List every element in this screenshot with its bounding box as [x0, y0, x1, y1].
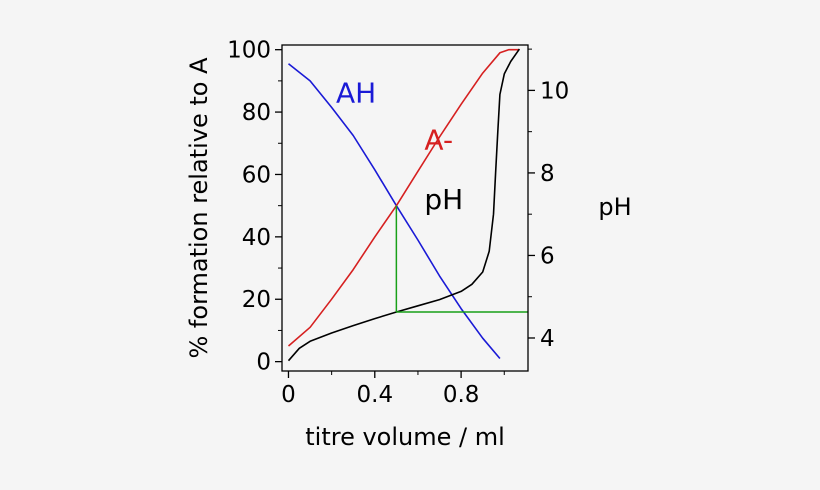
x-tick-label: 0 [281, 382, 296, 408]
x-tick-label: 0.8 [443, 382, 480, 408]
series-line-ph [287, 48, 521, 362]
left-y-tick-label: 60 [242, 162, 271, 188]
left-y-tick-label: 20 [242, 287, 271, 313]
right-y-tick-label: 10 [540, 78, 569, 104]
left-y-tick-label: 0 [256, 350, 271, 376]
series-annotation-ph: pH [424, 183, 463, 216]
series-line-a- [287, 48, 520, 347]
series-annotation-ah: AH [336, 77, 376, 110]
right-y-tick-label: 8 [540, 161, 555, 187]
left-y-tick-label: 40 [242, 225, 271, 251]
left-y-tick-label: 100 [227, 38, 271, 64]
plot-frame [281, 44, 529, 372]
right-y-axis-label: pH [598, 193, 631, 221]
right-y-tick-label: 6 [540, 243, 555, 269]
left-y-axis-label: % formation relative to A [185, 57, 213, 359]
series-annotation-a: A- [424, 124, 453, 157]
x-tick-label: 0.4 [357, 382, 394, 408]
right-y-tick-label: 4 [540, 326, 555, 352]
left-y-tick-label: 80 [242, 100, 271, 126]
x-axis-label: titre volume / ml [305, 423, 505, 451]
